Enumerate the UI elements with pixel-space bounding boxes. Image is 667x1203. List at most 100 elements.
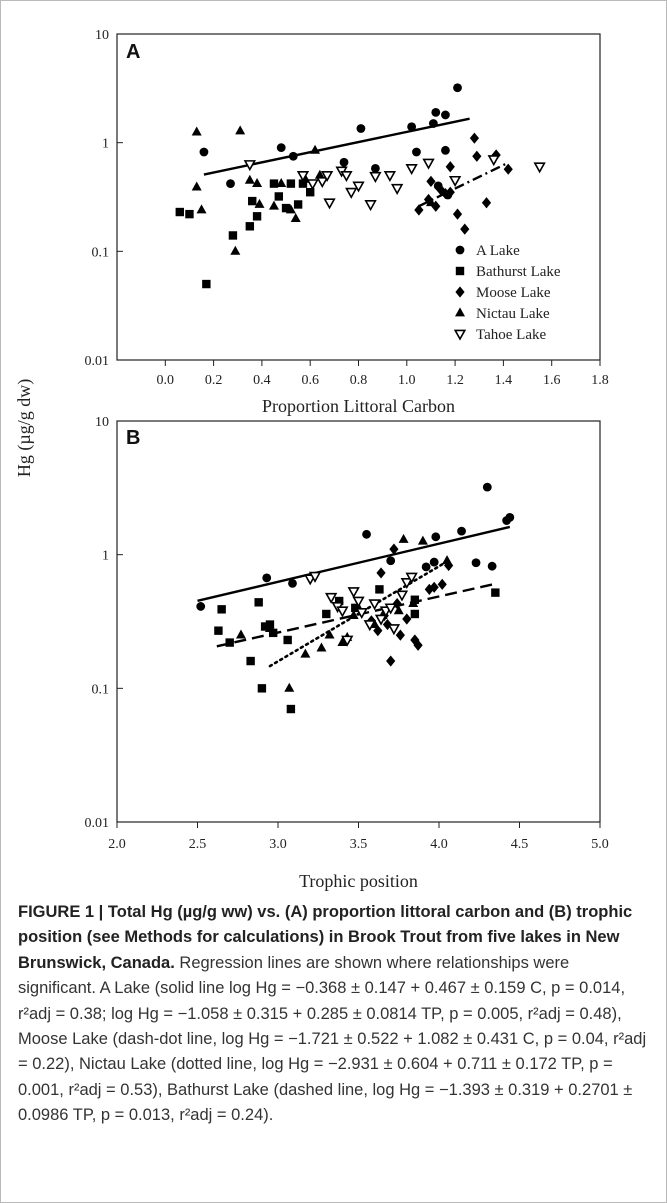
panel-a-point-tahoe-lake bbox=[369, 171, 382, 183]
panel-a-point-bathurst-lake bbox=[202, 279, 211, 289]
panel-a-point-moose-lake bbox=[445, 186, 455, 198]
panel-b-regression-line-a-lake bbox=[197, 525, 511, 603]
panel-a-point-moose-lake bbox=[414, 204, 424, 216]
panel-b-chart: 0.01 0.1 1 10 2.0 2.5 3.0 3.5 4.0 4.5 5.0 B Trophi… bbox=[85, 415, 609, 891]
panel-b-point-bathurst-lake bbox=[410, 609, 420, 619]
panel-b-x-tick-label: 4.0 bbox=[430, 837, 448, 852]
legend-label-nictau-lake: Nictau Lake bbox=[476, 306, 550, 322]
y-axis-label: Hg (µg/g dw) bbox=[14, 379, 35, 477]
panel-a-point-a-lake bbox=[288, 151, 298, 161]
panel-b-x-tick-label: 4.5 bbox=[511, 837, 529, 852]
caption-body: Regression lines are shown where relatio… bbox=[18, 953, 647, 1125]
panel-b-point-tahoe-lake bbox=[384, 603, 397, 615]
panel-b-point-moose-lake bbox=[429, 581, 439, 593]
panel-b-point-bathurst-lake bbox=[351, 603, 360, 613]
panel-b-point-a-lake bbox=[362, 529, 371, 539]
panel-a-point-bathurst-lake bbox=[228, 231, 238, 240]
panel-b-point-tahoe-lake bbox=[308, 571, 322, 583]
panel-a-point-a-lake bbox=[199, 147, 209, 157]
panel-a-point-tahoe-lake bbox=[316, 177, 329, 189]
panel-a-point-tahoe-lake bbox=[345, 187, 358, 199]
panel-b-point-nictau-lake bbox=[348, 610, 359, 620]
panel-b-point-a-lake bbox=[471, 558, 481, 568]
panel-a-point-bathurst-lake bbox=[293, 200, 303, 209]
panel-b-point-moose-lake bbox=[386, 655, 396, 667]
panel-b-x-tick-label: 2.5 bbox=[189, 837, 207, 852]
panel-b-point-a-lake bbox=[482, 482, 492, 492]
panel-a-point-moose-lake bbox=[436, 183, 446, 196]
panel-a-point-nictau-lake bbox=[235, 125, 246, 135]
panel-a-x-tick-label: 0.4 bbox=[253, 373, 271, 388]
panel-b-point-nictau-lake bbox=[417, 535, 428, 545]
panel-b-point-nictau-lake bbox=[284, 682, 295, 692]
panel-b-regression-lines bbox=[197, 525, 511, 668]
panel-b-point-bathurst-lake bbox=[322, 609, 331, 619]
legend-label-moose-lake: Moose Lake bbox=[476, 285, 551, 301]
panel-b-point-bathurst-lake bbox=[491, 588, 500, 597]
panel-a-point-bathurst-lake bbox=[306, 188, 315, 197]
panel-b-point-bathurst-lake bbox=[286, 704, 296, 714]
panel-b-point-a-lake bbox=[196, 602, 206, 611]
panel-b-point-a-lake bbox=[386, 556, 396, 566]
panel-a-point-moose-lake bbox=[445, 161, 455, 173]
panel-a-point-nictau-lake bbox=[191, 126, 202, 136]
panel-b-point-tahoe-lake bbox=[387, 624, 401, 636]
panel-b-point-tahoe-lake bbox=[324, 592, 338, 604]
panel-a-point-tahoe-lake bbox=[390, 183, 404, 195]
panel-a-point-tahoe-lake bbox=[448, 175, 462, 187]
figure-chart: 0.01 0.1 1 10 0.0 0.2 0.4 0.6 0.8 1.0 1.2 1.4 1.6 1.8… bbox=[14, 28, 609, 891]
panel-a-point-a-lake bbox=[356, 124, 366, 133]
panel-b-point-nictau-lake bbox=[398, 533, 409, 543]
legend-marker-a-lake bbox=[455, 245, 465, 255]
panel-a-point-moose-lake bbox=[431, 200, 441, 212]
panel-a-point-nictau-lake bbox=[191, 181, 202, 191]
panel-a-point-a-lake bbox=[453, 83, 462, 93]
panel-a-point-tahoe-lake bbox=[296, 170, 310, 183]
panel-a-point-tahoe-lake bbox=[320, 170, 334, 183]
figure-caption: FIGURE 1 | Total Hg (µg/g ww) vs. (A) pr… bbox=[18, 900, 648, 1129]
panel-a-point-tahoe-lake bbox=[364, 200, 377, 212]
panel-a-point-nictau-lake bbox=[425, 197, 436, 207]
panel-a-x-tick-label: 1.0 bbox=[398, 373, 416, 388]
panel-a-label: A bbox=[126, 41, 140, 63]
panel-b-regression-line-nictau-lake bbox=[268, 560, 449, 668]
panel-b-point-bathurst-lake bbox=[246, 656, 255, 666]
panel-b-x-tick-label: 3.5 bbox=[350, 837, 368, 852]
panel-a-point-nictau-lake bbox=[254, 198, 265, 208]
panel-a-y-tick-label: 0.1 bbox=[92, 245, 110, 260]
panel-b-point-bathurst-lake bbox=[268, 628, 278, 638]
panel-b-point-moose-lake bbox=[444, 559, 454, 572]
panel-a-point-a-lake bbox=[428, 119, 438, 128]
panel-b-point-moose-lake bbox=[424, 583, 434, 595]
panel-a-point-tahoe-lake bbox=[306, 179, 319, 191]
panel-b-x-axis-label: Trophic position bbox=[299, 871, 418, 891]
panel-a-point-tahoe-lake bbox=[422, 158, 435, 170]
panel-a-point-nictau-lake bbox=[268, 200, 279, 210]
panel-a-point-moose-lake bbox=[426, 175, 436, 188]
panel-b-point-nictau-lake bbox=[393, 605, 404, 615]
panel-b-point-a-lake bbox=[288, 578, 297, 588]
panel-a-point-bathurst-lake bbox=[274, 192, 284, 201]
panel-b-point-nictau-lake bbox=[264, 622, 275, 632]
legend-marker-tahoe-lake bbox=[453, 329, 467, 341]
panel-a-point-a-lake bbox=[407, 122, 417, 132]
panel-b-point-nictau-lake bbox=[337, 636, 348, 646]
panel-a-point-a-lake bbox=[441, 145, 450, 155]
panel-a-point-moose-lake bbox=[469, 132, 480, 144]
panel-b-point-a-lake bbox=[262, 573, 272, 583]
panel-a-point-bathurst-lake bbox=[185, 209, 194, 219]
panel-a-point-bathurst-lake bbox=[286, 179, 296, 188]
panel-b-point-moose-lake bbox=[437, 578, 447, 590]
panel-a-point-moose-lake bbox=[481, 197, 492, 209]
panel-a-x-tick-label: 0.6 bbox=[301, 373, 319, 388]
panel-b-point-bathurst-lake bbox=[283, 635, 292, 645]
panel-b-point-moose-lake bbox=[402, 613, 412, 625]
panel-a-point-bathurst-lake bbox=[248, 196, 257, 206]
panel-a-y-tick-label: 1 bbox=[102, 137, 109, 152]
panel-b-point-bathurst-lake bbox=[225, 638, 234, 647]
panel-a-point-a-lake bbox=[371, 163, 380, 173]
panel-a-point-moose-lake bbox=[491, 149, 501, 161]
panel-a-ticks: 0.01 0.1 1 10 0.0 0.2 0.4 0.6 0.8 1.0 1.2 1.4 1.6 1.8 bbox=[85, 28, 609, 388]
panel-b-x-tick-label: 5.0 bbox=[591, 837, 609, 852]
panel-b-point-a-lake bbox=[429, 557, 439, 567]
